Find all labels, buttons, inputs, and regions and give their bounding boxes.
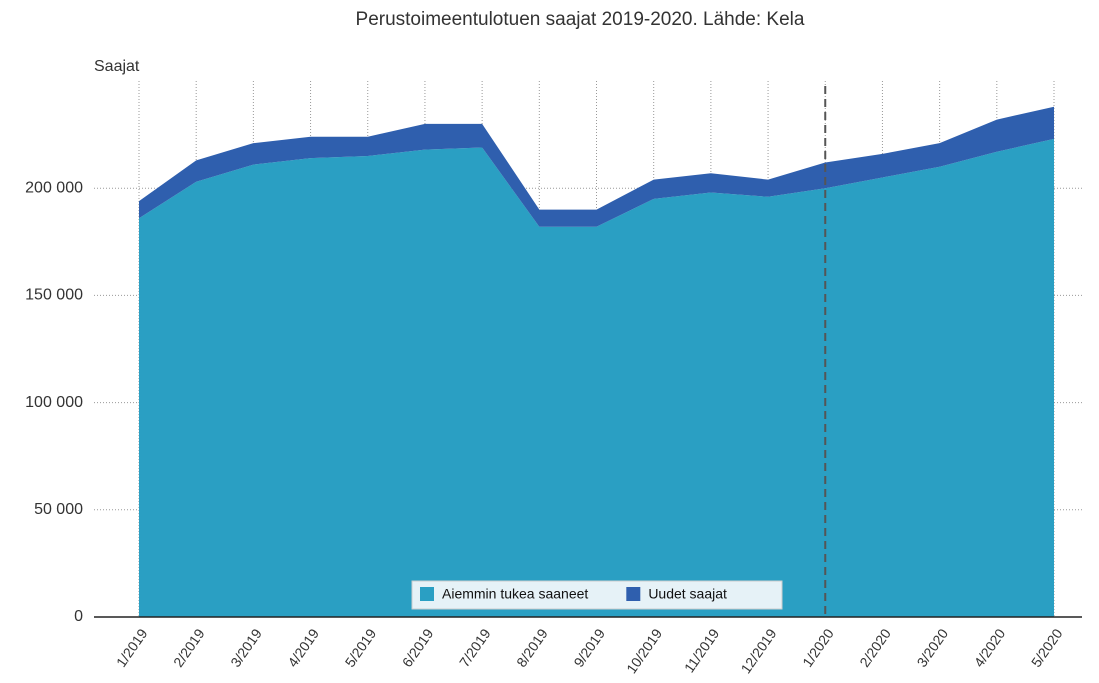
x-tick-label: 3/2019 <box>227 625 265 669</box>
y-tick-label: 50 000 <box>34 501 83 518</box>
x-tick-label: 12/2019 <box>737 625 779 676</box>
area <box>139 106 1054 227</box>
legend-label: Aiemmin tukea saaneet <box>442 586 588 602</box>
x-tick-label: 11/2019 <box>681 626 723 676</box>
x-tick-label: 10/2019 <box>623 625 665 676</box>
x-tick-label: 9/2019 <box>570 625 608 669</box>
x-tick-label: 5/2020 <box>1028 625 1066 669</box>
x-tick-label: 7/2019 <box>456 625 494 669</box>
x-tick-label: 2/2020 <box>856 625 894 669</box>
legend-label: Uudet saajat <box>648 586 727 602</box>
x-tick-label: 6/2019 <box>399 625 437 669</box>
x-tick-label: 2/2019 <box>170 625 208 669</box>
legend-box <box>411 580 783 610</box>
legend-swatch <box>420 587 434 601</box>
x-tick-label: 1/2020 <box>799 625 837 669</box>
y-tick-label: 0 <box>74 608 83 625</box>
y-tick-label: 100 000 <box>25 394 83 411</box>
x-tick-label: 1/2019 <box>113 625 151 669</box>
legend-swatch <box>626 587 641 601</box>
legend: Aiemmin tukea saaneet Uudet saajat <box>411 580 783 610</box>
x-tick-label: 8/2019 <box>513 625 551 669</box>
chart-title: Perustoimeentulotuen saajat 2019-2020. L… <box>356 9 805 30</box>
x-tick-label: 5/2019 <box>342 625 380 669</box>
x-tick-label: 4/2020 <box>971 625 1009 669</box>
x-tick-label: 3/2020 <box>913 625 951 669</box>
y-tick-label: 150 000 <box>25 287 83 304</box>
y-tick-label: 200 000 <box>25 179 83 196</box>
y-axis-label: Saajat <box>94 58 140 75</box>
x-tick-label: 4/2019 <box>284 625 322 669</box>
